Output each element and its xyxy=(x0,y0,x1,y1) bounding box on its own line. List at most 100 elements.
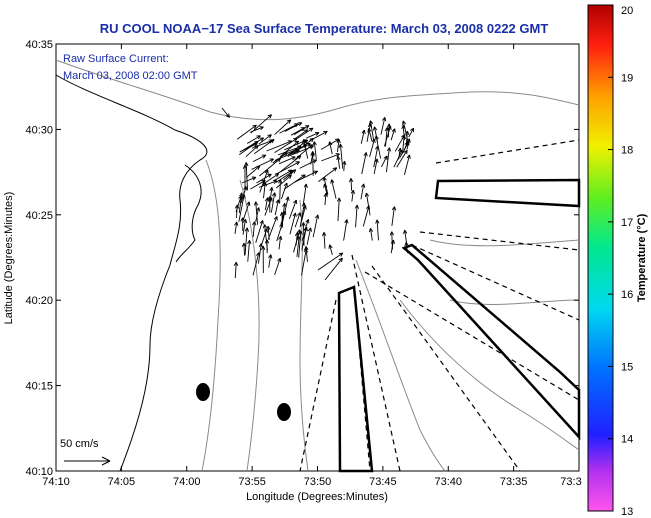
current-vector xyxy=(293,229,301,253)
current-vector xyxy=(250,114,272,134)
current-vector xyxy=(239,137,264,153)
isobath-5 xyxy=(355,259,446,472)
y-tick-label: 40:35 xyxy=(25,39,53,51)
current-vector xyxy=(312,141,317,160)
current-vector xyxy=(294,170,318,183)
current-vector xyxy=(279,155,302,173)
current-vector xyxy=(275,161,300,175)
current-vector xyxy=(309,130,328,142)
current-vector xyxy=(364,192,371,216)
current-vector xyxy=(408,127,415,138)
scale-arrow-label: 50 cm/s xyxy=(60,438,99,450)
current-vector xyxy=(241,176,257,184)
buoy-marker-1 xyxy=(196,383,210,401)
current-vector xyxy=(268,254,273,268)
current-vector xyxy=(391,206,397,226)
current-vector xyxy=(236,124,257,140)
radar-beams xyxy=(337,178,581,473)
current-vector xyxy=(330,179,337,199)
current-vector xyxy=(394,134,406,152)
colorbar-tick-label: 16 xyxy=(621,289,633,301)
current-vector xyxy=(294,212,302,228)
x-axis: 74:10 74:05 74:00 73:55 73:50 73:45 73:40 73:35… xyxy=(42,44,582,488)
current-vector xyxy=(321,153,340,162)
isobath-4 xyxy=(299,199,309,472)
plot-frame xyxy=(55,43,580,472)
buoy-marker-2 xyxy=(277,403,291,421)
current-vector xyxy=(343,219,349,241)
current-vector xyxy=(305,131,320,139)
y-tick-label: 40:25 xyxy=(25,210,53,222)
colorbar-tick-label: 13 xyxy=(621,506,633,518)
current-vector xyxy=(324,257,343,281)
x-tick-label: 74:05 xyxy=(108,476,136,488)
y-tick-label: 40:30 xyxy=(25,124,53,136)
current-vector xyxy=(369,138,376,157)
colorbar-tick-label: 19 xyxy=(621,72,633,84)
current-vector xyxy=(256,173,272,184)
colorbar xyxy=(587,4,614,512)
current-vector xyxy=(310,151,315,176)
current-vector xyxy=(360,183,366,200)
current-vector xyxy=(258,134,272,145)
current-vector xyxy=(270,192,277,213)
current-vector xyxy=(244,227,250,256)
current-vector xyxy=(252,252,261,276)
current-vector xyxy=(259,169,269,193)
current-vector xyxy=(247,240,252,262)
x-tick-label: 73:55 xyxy=(238,476,266,488)
current-vector xyxy=(261,246,266,274)
current-vector xyxy=(243,201,251,220)
colorbar-tick-label: 20 xyxy=(621,5,633,17)
coastline-inlet xyxy=(175,164,202,263)
current-vector xyxy=(293,125,310,135)
chart-title: RU COOL NOAA−17 Sea Surface Temperature:… xyxy=(100,21,549,36)
current-vector xyxy=(389,231,395,250)
current-vector xyxy=(295,127,314,140)
current-vector xyxy=(289,212,297,235)
x-tick-label: 73:40 xyxy=(434,476,462,488)
current-vector xyxy=(375,219,380,241)
y-axis-label: Latitude (Degrees:Minutes) xyxy=(3,192,15,325)
current-vector xyxy=(362,205,371,227)
current-vector xyxy=(253,201,259,225)
current-vector xyxy=(284,122,303,132)
current-vector xyxy=(304,218,310,231)
current-vector xyxy=(274,119,292,135)
current-vector xyxy=(342,160,347,172)
current-vector xyxy=(221,107,230,118)
current-vector xyxy=(396,149,408,168)
x-tick-label: 73:45 xyxy=(369,476,397,488)
current-vector xyxy=(306,227,313,245)
current-vector xyxy=(288,199,298,219)
current-vector xyxy=(283,174,306,190)
isobath-3 xyxy=(239,179,260,472)
current-vector xyxy=(338,143,344,169)
colorbar-label: Temperature (°C) xyxy=(636,213,648,302)
colorbar-tick-label: 14 xyxy=(621,434,633,446)
current-vector xyxy=(349,178,354,191)
current-vector xyxy=(397,147,402,160)
current-vectors xyxy=(221,107,415,281)
current-vector xyxy=(294,144,313,161)
current-vector xyxy=(404,242,409,254)
current-vector xyxy=(317,252,344,271)
colorbar-ticks: 13 14 15 16 17 18 19 20 xyxy=(608,4,633,518)
y-tick-label: 40:10 xyxy=(25,466,53,478)
current-vector xyxy=(274,199,280,216)
y-tick-label: 40:20 xyxy=(25,295,53,307)
current-vector xyxy=(380,117,387,135)
current-vector xyxy=(318,167,338,182)
current-vector xyxy=(366,123,372,142)
current-vector xyxy=(267,216,278,240)
isobath-8 xyxy=(449,299,580,305)
scale-arrow xyxy=(64,456,111,466)
current-vector xyxy=(312,214,320,238)
current-vector xyxy=(264,197,273,216)
current-vector xyxy=(264,239,270,254)
current-vector xyxy=(262,182,268,199)
current-vector xyxy=(403,229,408,243)
x-tick-label: 73:3 xyxy=(560,476,581,488)
x-tick-label: 73:50 xyxy=(304,476,332,488)
current-vector xyxy=(281,182,288,200)
